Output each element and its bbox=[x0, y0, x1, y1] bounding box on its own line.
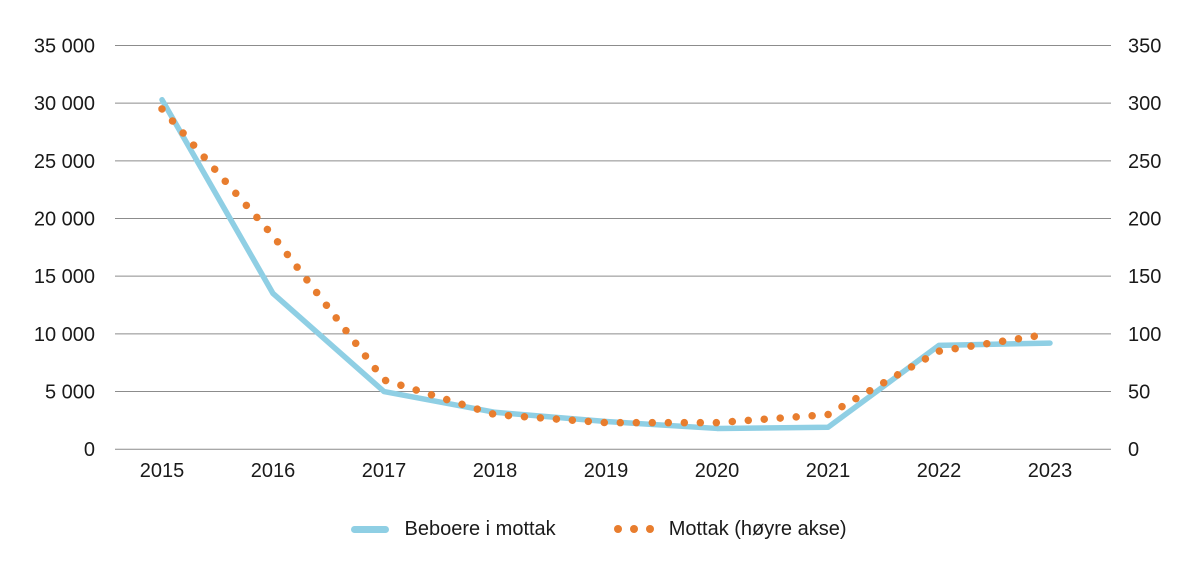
dot-icon bbox=[645, 525, 654, 533]
legend-label-mottak: Mottak (høyre akse) bbox=[668, 517, 847, 540]
legend-solid-line-swatch bbox=[351, 525, 390, 533]
left-axis-tick-label: 0 bbox=[84, 439, 95, 461]
right-axis-tick-label: 50 bbox=[1128, 382, 1150, 404]
x-axis-year-label: 2017 bbox=[362, 460, 407, 482]
left-axis-tick-label: 30 000 bbox=[34, 93, 95, 115]
left-axis-tick-label: 25 000 bbox=[34, 151, 95, 173]
right-axis-tick-label: 300 bbox=[1128, 93, 1161, 115]
series-mottak-dotted-line bbox=[158, 105, 1054, 427]
legend-item-beboere-i-mottak: Beboere i mottak bbox=[351, 517, 556, 541]
dot-icon bbox=[613, 525, 622, 533]
x-axis-year-label: 2021 bbox=[806, 460, 851, 482]
legend-dotted-line-swatch bbox=[613, 525, 654, 533]
x-axis-year-label: 2020 bbox=[695, 460, 740, 482]
left-axis-tick-label: 20 000 bbox=[34, 209, 95, 231]
x-axis-year-label: 2018 bbox=[473, 460, 518, 482]
left-axis-tick-label: 5 000 bbox=[45, 382, 95, 404]
right-axis-tick-label: 200 bbox=[1128, 209, 1161, 231]
right-axis-tick-label: 100 bbox=[1128, 324, 1161, 346]
x-axis-year-label: 2016 bbox=[251, 460, 296, 482]
right-axis-tick-label: 0 bbox=[1128, 439, 1139, 461]
chart-legend: Beboere i mottak Mottak (høyre akse) bbox=[0, 513, 1198, 545]
x-axis-year-label: 2022 bbox=[917, 460, 962, 482]
left-axis-tick-label: 35 000 bbox=[34, 36, 95, 58]
x-axis-year-label: 2015 bbox=[140, 460, 185, 482]
legend-label-beboere: Beboere i mottak bbox=[404, 517, 556, 540]
right-axis-tick-label: 250 bbox=[1128, 151, 1161, 173]
left-axis-tick-label: 15 000 bbox=[34, 266, 95, 288]
left-axis-tick-label: 10 000 bbox=[34, 324, 95, 346]
x-axis-year-label: 2023 bbox=[1028, 460, 1073, 482]
legend-item-mottak: Mottak (høyre akse) bbox=[613, 517, 847, 541]
dot-icon bbox=[629, 525, 638, 533]
x-axis-year-label: 2019 bbox=[584, 460, 629, 482]
line-chart: 0 0 5 000 50 10 000 100 15 000 150 20 000 200 25 0… bbox=[34, 36, 1162, 483]
right-axis-tick-label: 150 bbox=[1128, 266, 1161, 288]
right-axis-tick-label: 350 bbox=[1128, 36, 1161, 58]
